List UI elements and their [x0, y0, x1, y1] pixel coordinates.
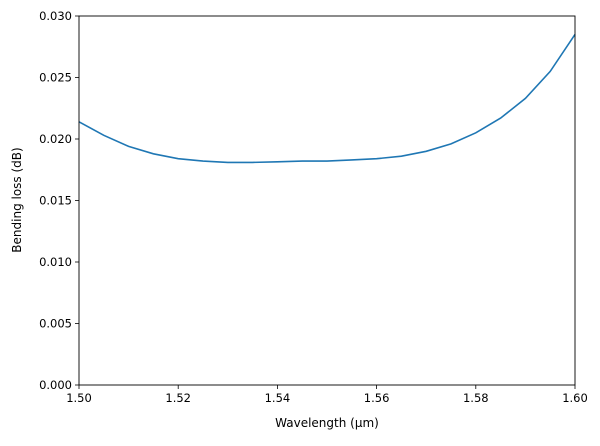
x-tick-label: 1.54 — [265, 391, 291, 405]
y-tick-label: 0.030 — [39, 9, 72, 23]
x-tick-label: 1.52 — [165, 391, 191, 405]
x-tick-label: 1.60 — [562, 391, 588, 405]
x-tick-label: 1.58 — [463, 391, 489, 405]
y-tick-label: 0.025 — [39, 71, 72, 85]
plot-area: 1.50 1.52 1.54 1.56 1.58 1.60 0.000 0.005 0.010 0… — [39, 9, 588, 405]
series-line-0 — [78, 33, 576, 164]
x-tick-label: 1.56 — [364, 391, 390, 405]
y-tick-label: 0.010 — [39, 255, 72, 269]
y-tick-label: 0.005 — [39, 317, 72, 331]
axes-frame — [78, 15, 576, 386]
y-axis-label: Bending loss (dB) — [10, 147, 24, 252]
x-axis-label: Wavelength (μm) — [275, 416, 379, 430]
y-tick-label: 0.020 — [39, 132, 72, 146]
x-tick-label: 1.50 — [66, 391, 92, 405]
y-tick-label: 0.000 — [39, 378, 72, 392]
y-tick-label: 0.015 — [39, 194, 72, 208]
